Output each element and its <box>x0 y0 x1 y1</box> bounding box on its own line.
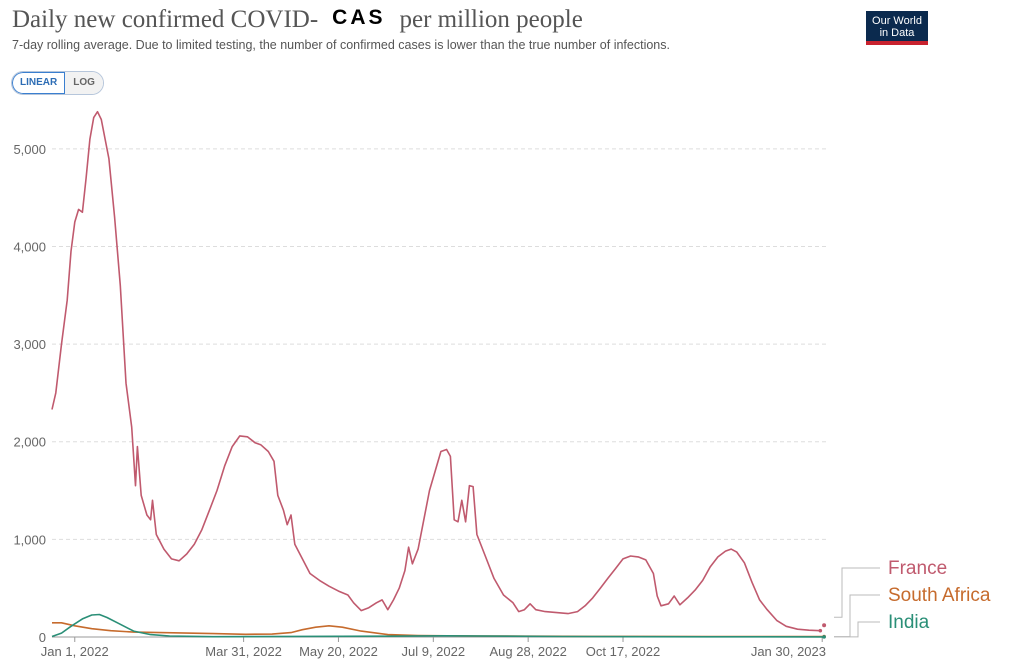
linear-scale-button[interactable]: LINEAR <box>12 72 66 94</box>
series-line-india <box>51 613 825 638</box>
x-axis: Jan 1, 2022 Mar 31, 2022 May 20, 2022 Jul 9… <box>41 636 826 659</box>
legend: France South Africa India <box>834 558 991 638</box>
series-end-point-france <box>822 623 827 628</box>
log-scale-button[interactable]: LOG <box>65 72 103 94</box>
y-tick-label: 4,000 <box>13 239 46 254</box>
x-tick-label: Mar 31, 2022 <box>205 644 282 659</box>
legend-connector-india <box>834 621 880 638</box>
series-lines <box>51 110 827 639</box>
logo-line-2: in Data <box>879 27 915 39</box>
x-tick-label: Jul 9, 2022 <box>402 644 466 659</box>
title-text-after: per million people <box>399 6 583 33</box>
x-tick-label: Jan 30, 2023 <box>751 644 826 659</box>
owid-logo[interactable]: Our World in Data <box>866 11 928 45</box>
title-text-before: Daily new confirmed COVID- <box>12 6 319 33</box>
series-end-marker-india <box>822 635 826 639</box>
y-tick-label: 0 <box>39 630 46 645</box>
series-end-marker-france <box>818 628 823 633</box>
grid-lines <box>52 148 826 540</box>
logo-line-1: Our World <box>872 15 922 27</box>
y-tick-label: 2,000 <box>13 435 46 450</box>
legend-label-india: India <box>888 612 930 633</box>
x-tick-label: Jan 1, 2022 <box>41 644 109 659</box>
series-line-france <box>51 110 821 632</box>
title-overlay-text: CAS <box>318 6 400 30</box>
legend-label-france: France <box>888 558 947 579</box>
series-line-south-africa <box>52 622 825 638</box>
x-tick-label: May 20, 2022 <box>299 644 378 659</box>
y-axis: 0 1,000 2,000 3,000 4,000 5,000 <box>13 142 46 645</box>
y-tick-label: 1,000 <box>13 532 46 547</box>
chart-title: Daily new confirmed COVID- CAS per million… <box>12 6 583 34</box>
x-tick-label: Aug 28, 2022 <box>489 644 566 659</box>
legend-label-south-africa: South Africa <box>888 585 991 606</box>
chart-subtitle: 7-day rolling average. Due to limited te… <box>12 38 670 52</box>
x-tick-label: Oct 17, 2022 <box>586 644 660 659</box>
y-tick-label: 3,000 <box>13 337 46 352</box>
legend-connector-france <box>834 567 880 618</box>
legend-connector-south-africa <box>834 594 880 638</box>
y-tick-label: 5,000 <box>13 142 46 157</box>
scale-toggle: LINEAR LOG <box>11 71 104 95</box>
